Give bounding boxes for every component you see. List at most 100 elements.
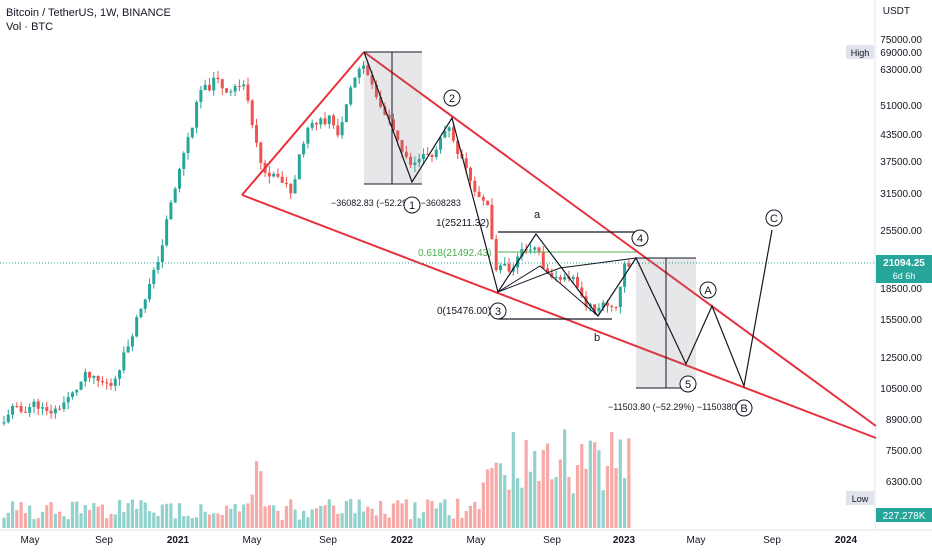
volume-bar	[254, 461, 259, 528]
candle-body	[79, 381, 83, 390]
y-tick-label: 69000.00	[880, 48, 922, 59]
volume-bar	[498, 463, 503, 528]
candle-body	[486, 200, 490, 206]
low-badge	[846, 491, 874, 505]
candle-body	[439, 137, 443, 150]
candle-body	[584, 296, 588, 307]
candle-body	[220, 79, 224, 89]
volume-bar	[477, 509, 481, 528]
volume-bar	[19, 502, 23, 528]
volume-bar	[537, 480, 541, 528]
volume-bar	[314, 508, 319, 528]
candle-body	[383, 106, 387, 116]
volume-bar	[233, 504, 237, 528]
volume-bar	[541, 450, 545, 528]
candle-body	[105, 382, 109, 384]
volume-bar	[494, 462, 498, 528]
volume-bar	[229, 508, 233, 528]
volume-bar	[216, 513, 220, 528]
candle-body	[41, 407, 45, 409]
volume-bar	[575, 465, 580, 528]
volume-bar	[160, 504, 164, 528]
candle-body	[11, 405, 15, 415]
volume-bar	[438, 502, 443, 528]
y-tick-label: 43500.00	[880, 130, 922, 141]
volume-bar	[404, 499, 408, 528]
trend-line-upper-left	[241, 51, 365, 196]
candle-body	[237, 86, 241, 88]
y-tick-label: 15500.00	[880, 315, 922, 326]
candle-body	[571, 276, 575, 280]
volume-legend[interactable]: Vol · BTC	[6, 21, 54, 33]
volume-bar	[66, 519, 70, 528]
volume-bar	[383, 513, 387, 528]
candle-body	[456, 140, 460, 155]
candle-body	[370, 75, 374, 85]
y-tick-label: 8900.00	[886, 415, 923, 426]
candle-body	[409, 156, 413, 165]
volume-bar	[327, 499, 331, 528]
candle-body	[148, 283, 152, 300]
y-tick-label: 18500.00	[880, 284, 922, 295]
candle-body	[130, 336, 134, 347]
candle-body	[272, 173, 276, 177]
candle-body	[400, 140, 404, 152]
volume-bar	[533, 450, 537, 528]
candle-body	[126, 346, 130, 353]
volume-bar	[610, 431, 614, 528]
candle-body	[23, 411, 27, 413]
candle-body	[593, 304, 597, 312]
volume-bar	[588, 440, 592, 528]
wave-circle-label: 5	[685, 379, 691, 391]
wave-circle-label: 3	[495, 306, 501, 318]
volume-badge-value: 227.278K	[883, 511, 926, 522]
volume-bar	[302, 510, 306, 528]
candle-body	[113, 378, 117, 386]
candle-body	[396, 130, 400, 141]
candle-body	[152, 269, 156, 284]
volume-bar	[289, 499, 293, 528]
wave-circle	[699, 281, 717, 299]
candle-body	[601, 302, 605, 308]
candle-body	[216, 77, 220, 80]
volume-bar	[173, 518, 177, 528]
symbol-title[interactable]: Bitcoin / TetherUS, 1W, BINANCE	[6, 7, 171, 19]
volume-bar	[199, 504, 203, 528]
volume-bar	[23, 513, 27, 528]
volume-bar	[486, 469, 490, 528]
volume-bar	[558, 459, 562, 528]
x-tick-label: 2024	[835, 535, 858, 546]
volume-bar	[417, 518, 421, 528]
candle-body	[233, 86, 237, 92]
triangle-upper	[497, 257, 637, 293]
candle-body	[143, 299, 147, 309]
candle-body	[58, 408, 62, 410]
volume-bar	[62, 516, 66, 528]
volume-bar	[614, 468, 618, 528]
candle-body	[387, 115, 391, 120]
candle-body	[250, 100, 254, 126]
trend-line-upper	[363, 51, 877, 427]
volume-bar	[96, 506, 100, 528]
volume-bar	[464, 510, 468, 528]
volume-bar	[460, 517, 464, 528]
wave-circle	[631, 229, 649, 247]
candle-body	[302, 143, 306, 155]
volume-bar	[597, 450, 601, 528]
volume-bar	[421, 512, 426, 528]
candle-body	[45, 407, 49, 411]
wave-circle-label: B	[740, 403, 747, 415]
volume-bar	[344, 500, 348, 528]
trend-line-lower	[241, 194, 877, 439]
volume-bar	[182, 516, 186, 528]
volume-bar	[413, 502, 417, 528]
candle-body	[498, 265, 502, 271]
candle-body	[62, 402, 66, 410]
candle-body	[28, 407, 32, 413]
candle-body	[430, 154, 434, 158]
volume-bar	[468, 505, 473, 528]
candle-body	[49, 410, 53, 414]
candle-body	[156, 262, 160, 270]
